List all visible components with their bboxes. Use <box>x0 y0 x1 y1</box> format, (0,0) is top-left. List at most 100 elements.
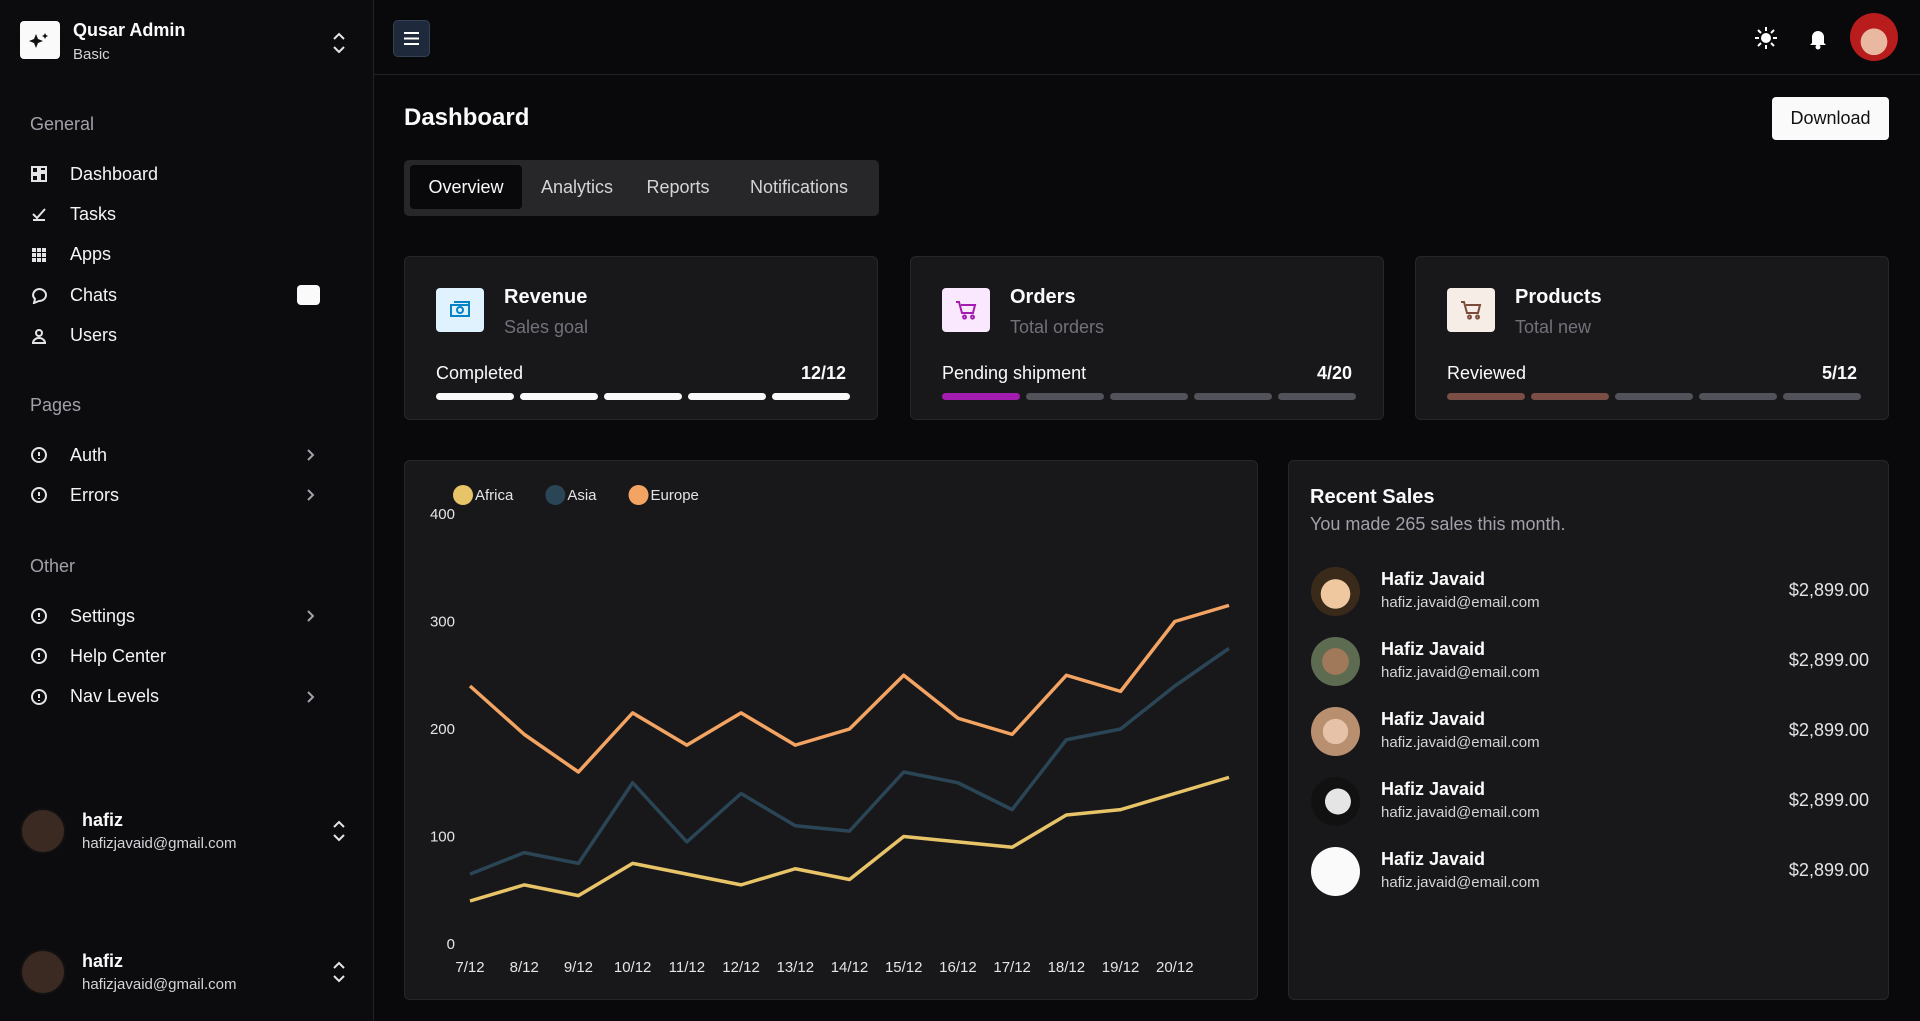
sale-name: Hafiz Javaid <box>1381 849 1486 869</box>
brand-switch[interactable] <box>330 30 348 56</box>
card-progress: 12/12 <box>800 363 846 383</box>
x-tick-label: 10/12 <box>614 959 652 976</box>
user-entry[interactable]: hafiz hafizjavaid@gmail.com <box>20 945 350 1001</box>
sale-avatar <box>1311 847 1360 896</box>
user-name: hafiz <box>82 810 124 830</box>
user-entry[interactable]: hafiz hafizjavaid@gmail.com <box>20 804 350 860</box>
progress-segment <box>1194 393 1272 400</box>
series-line <box>469 775 1230 903</box>
sale-name: Hafiz Javaid <box>1381 709 1486 729</box>
recent-sales-card: Recent Sales You made 265 sales this mon… <box>1288 460 1889 1000</box>
nav-badge <box>297 285 320 306</box>
tabs: Overview Analytics Reports Notifications <box>404 160 879 216</box>
stat-card: Revenue Sales goal Completed 12/12 <box>404 256 878 420</box>
sale-email: hafiz.javaid@email.com <box>1381 804 1540 821</box>
y-tick-label: 0 <box>447 936 455 953</box>
y-tick-label: 300 <box>430 614 455 631</box>
x-tick-label: 13/12 <box>777 959 815 976</box>
sale-email: hafiz.javaid@email.com <box>1381 874 1540 891</box>
user-email: hafizjavaid@gmail.com <box>82 976 237 993</box>
nav-item[interactable]: Help Center <box>30 638 345 674</box>
icon-shape <box>31 648 47 665</box>
card-title: Revenue <box>504 286 588 308</box>
sale-avatar <box>1311 567 1360 616</box>
sale-amount: $2,899.00 <box>1788 790 1869 810</box>
nav-label: Nav Levels <box>70 686 160 707</box>
nav-item[interactable]: Apps <box>30 237 345 273</box>
menu-button[interactable] <box>393 20 430 57</box>
card-progress: 4/20 <box>1316 363 1352 383</box>
icon-shape <box>1461 301 1482 320</box>
x-tick-label: 12/12 <box>722 959 760 976</box>
sale-row: Hafiz Javaid hafiz.javaid@email.com $2,899… <box>1311 564 1889 620</box>
card-icon-shape <box>1461 301 1482 320</box>
card-subtitle: Sales goal <box>504 317 589 337</box>
nav-item[interactable]: Nav Levels <box>30 679 345 715</box>
nav-icon <box>32 288 47 305</box>
sidebar: Qusar Admin Basic General Dashboard Tasks A… <box>0 0 374 1021</box>
chart-card: 0 100 200 300 400 7/12 8/12 9/12 10/12 11/12 12/12… <box>404 460 1258 1000</box>
y-tick-label: 100 <box>430 829 455 846</box>
legend-label: Africa <box>475 487 514 504</box>
tab[interactable]: Analytics <box>540 176 614 197</box>
icon-shape <box>450 301 470 317</box>
nav-group-title: Pages <box>30 395 82 415</box>
progress-segment <box>520 393 598 400</box>
sale-amount: $2,899.00 <box>1788 720 1869 740</box>
nav-label: Errors <box>70 484 119 505</box>
icon-shape <box>31 688 47 705</box>
sale-email: hafiz.javaid@email.com <box>1381 734 1540 751</box>
card-subtitle: Total new <box>1515 317 1592 337</box>
stat-card: Orders Total orders Pending shipment 4/20 <box>910 256 1384 420</box>
y-tick-label: 400 <box>430 506 455 523</box>
nav-group-title: General <box>30 114 95 134</box>
nav-item[interactable]: Users <box>30 318 345 354</box>
user-switch <box>333 961 345 983</box>
progress-segment <box>942 393 1020 400</box>
nav-icon <box>32 247 46 262</box>
tab[interactable]: Reports <box>646 176 710 197</box>
download-button[interactable]: Download <box>1772 97 1889 140</box>
nav-item[interactable]: Settings <box>30 598 345 634</box>
icon-shape <box>32 247 46 262</box>
series-line <box>469 646 1230 876</box>
nav-icon <box>31 607 47 625</box>
icon-shape <box>31 328 47 344</box>
nav-item[interactable]: Dashboard <box>30 156 345 192</box>
nav-icon <box>31 166 47 182</box>
x-tick-label: 14/12 <box>831 959 869 976</box>
sales-title: Recent Sales <box>1310 486 1435 508</box>
nav-icon <box>31 648 47 665</box>
tab[interactable]: Notifications <box>749 176 849 197</box>
profile-avatar[interactable] <box>1850 13 1898 61</box>
x-tick-label: 20/12 <box>1156 959 1194 976</box>
tab[interactable]: Overview <box>410 165 522 209</box>
card-icon <box>1447 288 1495 332</box>
sale-email: hafiz.javaid@email.com <box>1381 594 1540 611</box>
page-title: Dashboard <box>404 104 530 131</box>
sale-avatar <box>1311 637 1360 686</box>
nav-item[interactable]: Chats <box>30 277 345 313</box>
x-tick-label: 16/12 <box>939 959 977 976</box>
card-label: Reviewed <box>1447 363 1527 383</box>
nav-item[interactable]: Errors <box>30 477 345 513</box>
theme-toggle[interactable] <box>1752 24 1780 52</box>
series-line <box>468 603 1230 774</box>
sales-subtitle: You made 265 sales this month. <box>1310 514 1566 534</box>
menu-icon <box>404 32 419 45</box>
nav-icon <box>32 208 46 222</box>
nav-label: Dashboard <box>70 163 159 184</box>
x-tick-label: 17/12 <box>993 959 1031 976</box>
card-icon-shape <box>450 301 470 317</box>
nav-item[interactable]: Tasks <box>30 196 345 232</box>
notifications-button[interactable] <box>1804 24 1832 52</box>
chevron <box>307 489 315 502</box>
logo-icon <box>29 33 48 48</box>
legend-label: Europe <box>651 487 699 504</box>
brand-logo <box>20 21 60 59</box>
nav-item[interactable]: Auth <box>30 437 345 473</box>
user-switch <box>333 820 345 842</box>
card-icon <box>942 288 990 332</box>
nav-group-title: Other <box>30 556 76 576</box>
